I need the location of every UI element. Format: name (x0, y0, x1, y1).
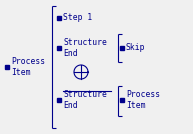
Text: Skip: Skip (126, 44, 146, 53)
Text: Structure
End: Structure End (63, 38, 107, 58)
Text: Step 1: Step 1 (63, 14, 92, 23)
Text: Process
Item: Process Item (126, 90, 160, 110)
Text: Process
Item: Process Item (11, 57, 45, 77)
Text: Structure
End: Structure End (63, 90, 107, 110)
